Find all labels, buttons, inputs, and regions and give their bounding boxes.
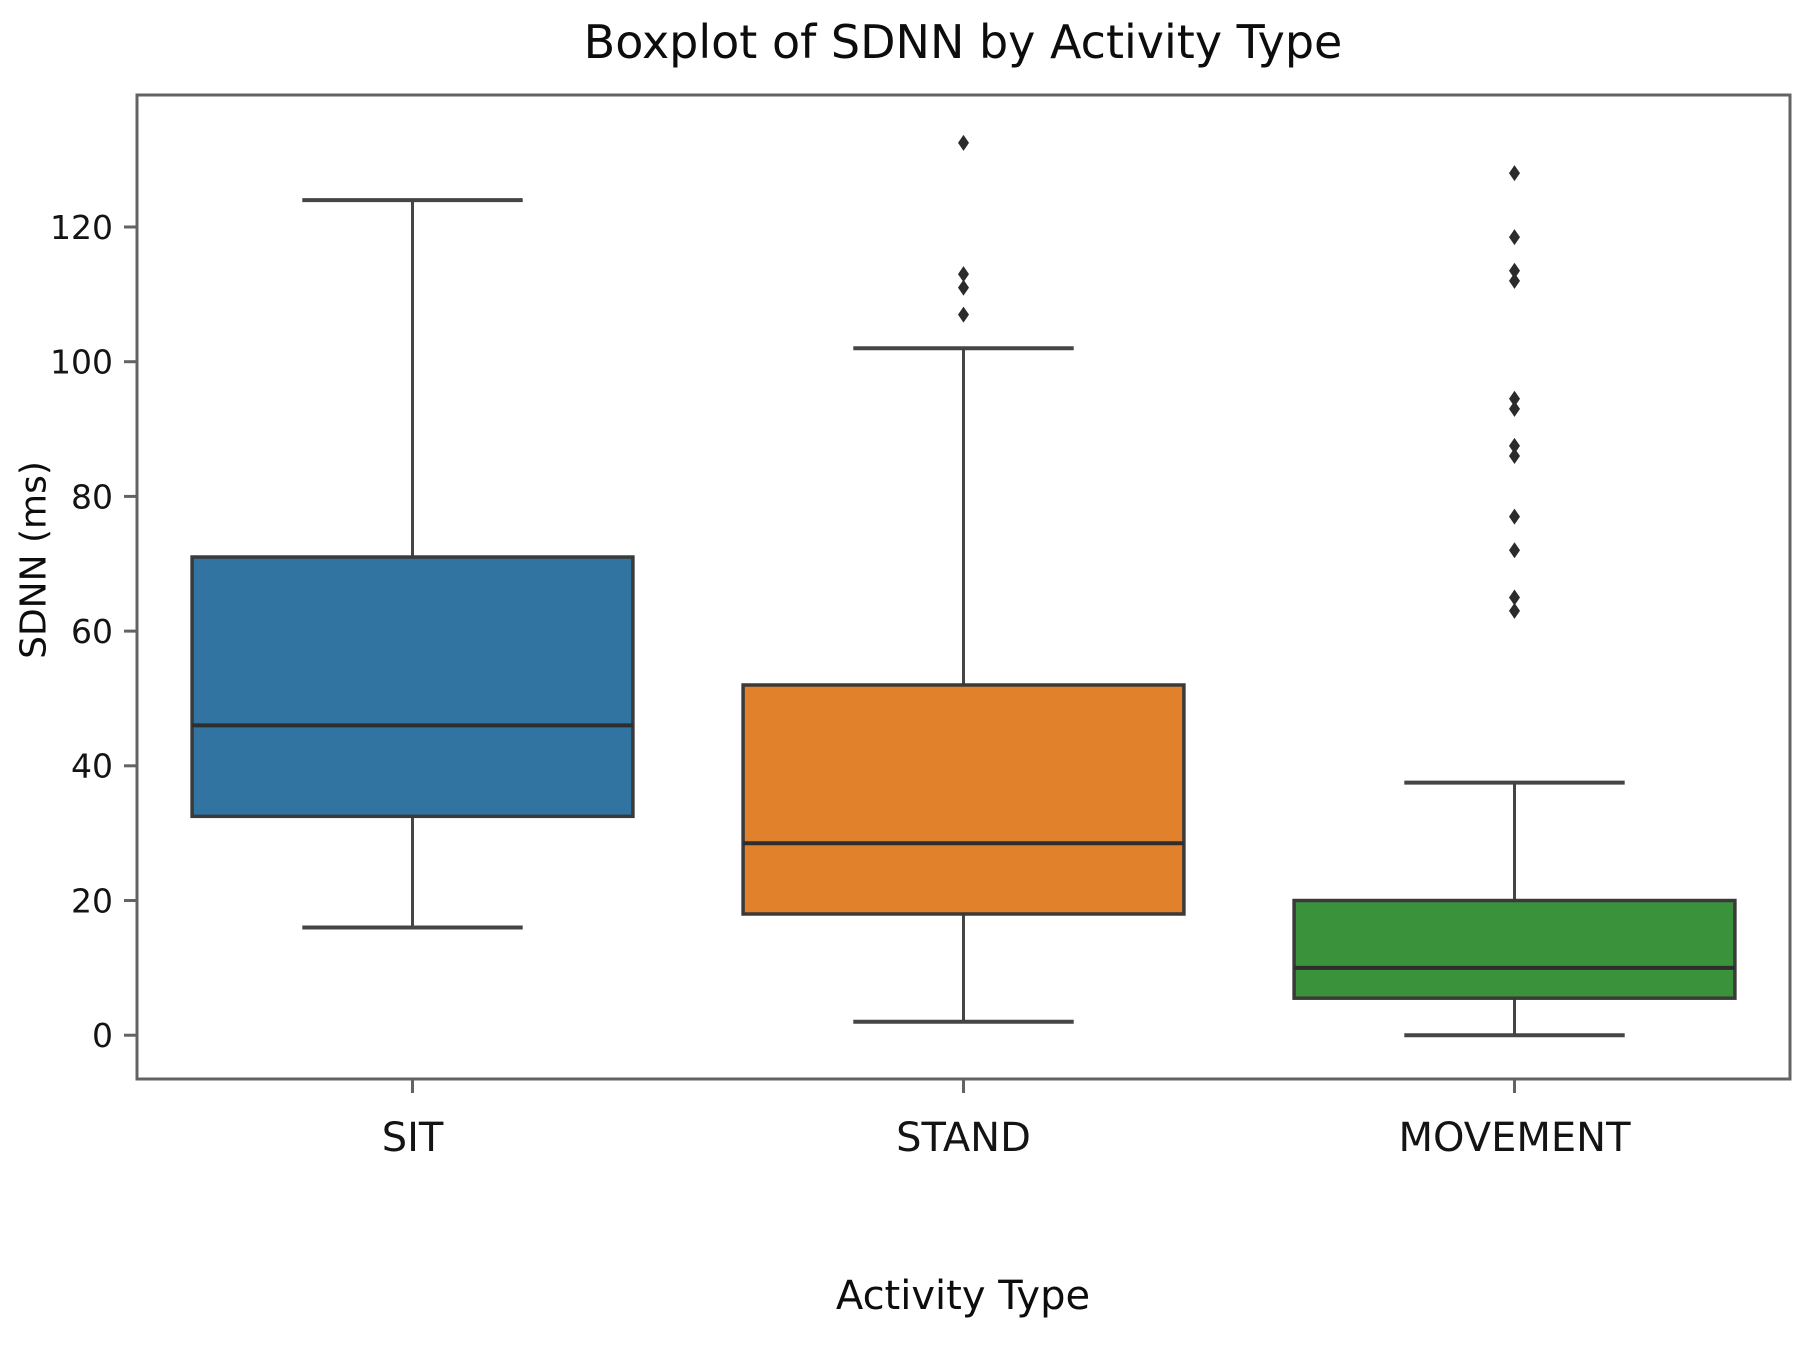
movement-outlier-point (1509, 400, 1520, 417)
movement-outlier-point (1509, 272, 1520, 289)
chart-title: Boxplot of SDNN by Activity Type (583, 15, 1343, 69)
movement-outlier-point (1509, 589, 1520, 606)
movement-outlier-point (1509, 448, 1520, 465)
movement-box (1292, 898, 1737, 1000)
sit-box (190, 555, 635, 819)
movement-outlier-point (1509, 437, 1520, 454)
x-axis-label: Activity Type (835, 1273, 1091, 1319)
y-tick-label: 100 (50, 343, 113, 382)
stand-outlier-point (958, 266, 969, 283)
movement-outlier-point (1509, 262, 1520, 279)
stand-outlier-point (958, 306, 969, 323)
y-tick-label: 20 (71, 881, 113, 920)
x-tick-label: MOVEMENT (1398, 1115, 1631, 1161)
movement-outlier-point (1509, 165, 1520, 182)
movement-outlier-point (1509, 602, 1520, 619)
movement-outlier-point (1509, 508, 1520, 525)
y-tick-label: 80 (71, 477, 113, 516)
y-tick-label: 120 (50, 208, 113, 247)
x-tick-label: STAND (896, 1115, 1031, 1161)
movement-outlier-point (1509, 390, 1520, 407)
y-tick-label: 60 (71, 612, 113, 651)
x-tick-label: SIT (382, 1115, 444, 1161)
movement-outlier-point (1509, 542, 1520, 559)
movement-outlier-point (1509, 229, 1520, 246)
y-tick-label: 40 (71, 747, 113, 786)
stand-outlier-point (958, 134, 969, 151)
stand-box (741, 683, 1186, 916)
stand-outlier-point (958, 279, 969, 296)
y-tick-label: 0 (92, 1016, 113, 1055)
